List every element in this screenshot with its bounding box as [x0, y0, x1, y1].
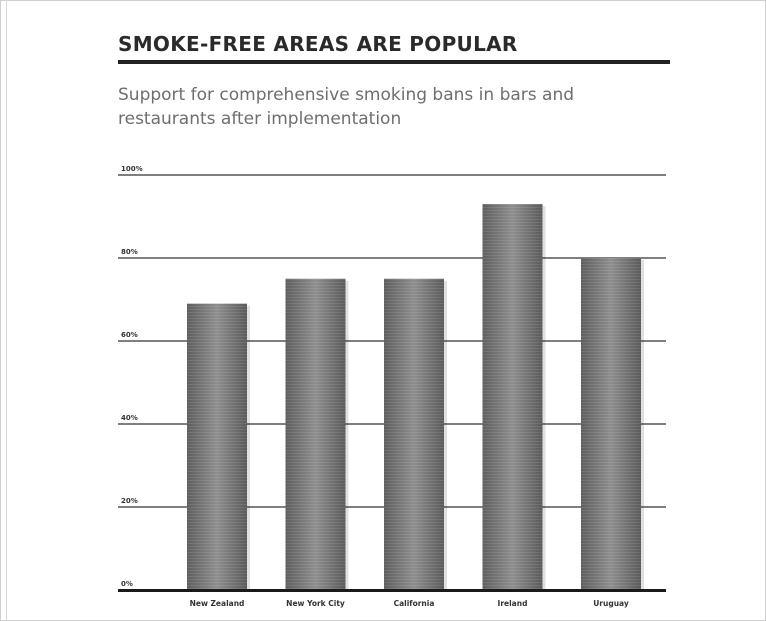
x-category-label: Uruguay	[593, 599, 629, 608]
x-category-label: California	[394, 599, 435, 608]
bars	[187, 204, 644, 591]
bar-texture	[187, 303, 247, 590]
y-tick-label: 100%	[121, 165, 143, 173]
left-border-rule	[6, 0, 7, 621]
chart-title: SMOKE-FREE AREAS ARE POPULAR	[118, 32, 518, 56]
x-category-label: New Zealand	[190, 599, 245, 608]
y-tick-label: 20%	[121, 497, 138, 505]
title-underline	[118, 60, 670, 64]
bar-texture	[581, 258, 641, 590]
y-tick-label: 80%	[121, 248, 138, 256]
bar-texture	[482, 204, 543, 591]
axis	[118, 589, 666, 592]
y-tick-label: 40%	[121, 414, 138, 422]
x-category-label: Ireland	[498, 599, 528, 608]
y-tick-label: 60%	[121, 331, 138, 339]
labels: 0% 20% 40% 60% 80% 100% New Zealand New York Ci…	[121, 165, 629, 608]
y-tick-label: 0%	[121, 580, 133, 588]
bar-texture	[384, 278, 444, 590]
chart-subtitle: Support for comprehensive smoking bans i…	[118, 85, 575, 129]
x-category-label: New York City	[286, 599, 345, 608]
bar-texture	[285, 278, 346, 590]
x-axis-baseline	[118, 589, 666, 592]
